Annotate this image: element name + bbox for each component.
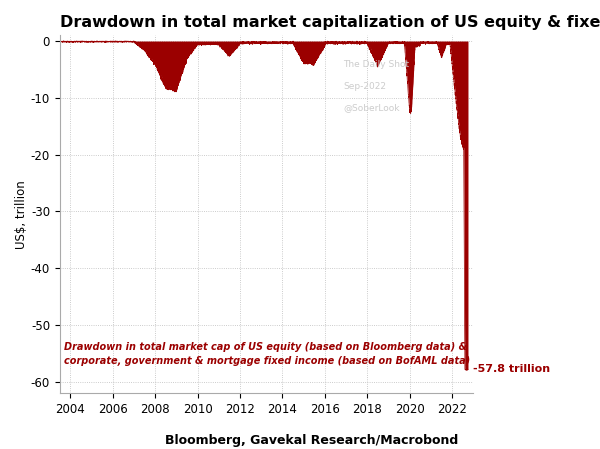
Text: -57.8 trillion: -57.8 trillion — [473, 365, 550, 374]
Text: @SoberLook: @SoberLook — [343, 103, 400, 112]
Text: Drawdown in total market capitalization of US equity & fixed income: Drawdown in total market capitalization … — [60, 15, 600, 30]
Text: Drawdown in total market cap of US equity (based on Bloomberg data) &
corporate,: Drawdown in total market cap of US equit… — [64, 342, 470, 366]
Text: Bloomberg, Gavekal Research/Macrobond: Bloomberg, Gavekal Research/Macrobond — [166, 434, 458, 447]
Y-axis label: US$, trillion: US$, trillion — [15, 180, 28, 249]
Text: The Daily Shot: The Daily Shot — [343, 61, 409, 70]
Text: Sep-2022: Sep-2022 — [343, 82, 386, 91]
